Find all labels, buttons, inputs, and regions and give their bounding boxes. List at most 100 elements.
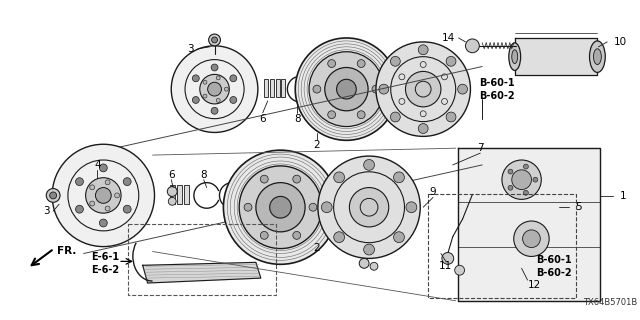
Circle shape: [376, 42, 470, 136]
Circle shape: [321, 202, 332, 213]
Circle shape: [419, 45, 428, 55]
Circle shape: [256, 183, 305, 232]
Text: 9: 9: [429, 188, 436, 197]
Circle shape: [333, 172, 344, 183]
Circle shape: [292, 175, 301, 183]
Circle shape: [211, 64, 218, 71]
Circle shape: [52, 144, 154, 247]
Circle shape: [76, 205, 83, 213]
Circle shape: [394, 172, 404, 183]
Circle shape: [223, 150, 337, 264]
Ellipse shape: [509, 43, 520, 70]
Circle shape: [419, 124, 428, 133]
Circle shape: [309, 203, 317, 211]
Circle shape: [523, 230, 540, 248]
Polygon shape: [515, 38, 597, 76]
Circle shape: [105, 206, 110, 211]
Circle shape: [313, 85, 321, 93]
Circle shape: [172, 46, 258, 132]
Circle shape: [514, 221, 549, 256]
Circle shape: [50, 192, 56, 199]
Circle shape: [359, 259, 369, 268]
Bar: [264, 79, 268, 97]
Circle shape: [372, 85, 380, 93]
Circle shape: [230, 97, 237, 103]
Circle shape: [269, 196, 291, 218]
Circle shape: [99, 164, 108, 172]
Text: 8: 8: [294, 114, 301, 124]
Circle shape: [203, 80, 207, 84]
Text: 2: 2: [314, 140, 320, 150]
Circle shape: [324, 68, 368, 111]
Circle shape: [230, 75, 237, 82]
Circle shape: [333, 232, 344, 243]
Circle shape: [46, 188, 60, 202]
Circle shape: [99, 219, 108, 227]
Circle shape: [124, 205, 131, 213]
Circle shape: [394, 232, 404, 243]
Text: 6: 6: [168, 170, 175, 180]
Circle shape: [225, 87, 228, 91]
Circle shape: [295, 38, 397, 140]
Circle shape: [379, 84, 388, 94]
Circle shape: [406, 202, 417, 213]
Circle shape: [364, 244, 374, 255]
Circle shape: [328, 111, 335, 119]
Circle shape: [446, 56, 456, 66]
Circle shape: [200, 74, 229, 104]
Polygon shape: [143, 262, 261, 283]
Ellipse shape: [512, 50, 518, 64]
Text: 12: 12: [528, 280, 541, 290]
Circle shape: [216, 76, 220, 80]
Circle shape: [105, 180, 110, 185]
Bar: [128, 224, 276, 295]
Text: 14: 14: [442, 33, 454, 43]
Circle shape: [370, 262, 378, 270]
Circle shape: [193, 75, 199, 82]
Circle shape: [209, 34, 220, 46]
Text: 5: 5: [575, 202, 582, 212]
Ellipse shape: [593, 49, 602, 65]
Circle shape: [292, 231, 301, 239]
Text: 3: 3: [43, 206, 49, 216]
Text: 10: 10: [614, 37, 627, 47]
Circle shape: [115, 193, 120, 198]
Text: B-60-1
B-60-2: B-60-1 B-60-2: [479, 77, 515, 101]
Circle shape: [90, 185, 95, 190]
Circle shape: [216, 99, 220, 102]
Circle shape: [260, 175, 268, 183]
Circle shape: [508, 169, 513, 174]
Circle shape: [203, 94, 207, 98]
Circle shape: [167, 187, 177, 196]
Circle shape: [76, 178, 83, 186]
Polygon shape: [458, 148, 600, 301]
Text: TX64B5701B: TX64B5701B: [583, 298, 637, 307]
Bar: [184, 185, 189, 204]
Bar: [282, 79, 285, 97]
Text: 7: 7: [477, 143, 484, 153]
Circle shape: [349, 188, 388, 227]
Text: 8: 8: [200, 170, 207, 180]
Circle shape: [446, 112, 456, 122]
Circle shape: [442, 252, 454, 264]
Circle shape: [524, 190, 529, 195]
Bar: [170, 185, 175, 204]
Circle shape: [465, 39, 479, 53]
Circle shape: [458, 84, 467, 94]
Bar: [177, 185, 182, 204]
Circle shape: [512, 170, 531, 189]
Text: 6: 6: [259, 114, 266, 124]
Text: E-6-1
E-6-2: E-6-1 E-6-2: [92, 252, 120, 275]
Text: 2: 2: [314, 243, 320, 252]
Circle shape: [318, 156, 420, 259]
Ellipse shape: [589, 41, 605, 72]
Circle shape: [207, 82, 221, 96]
Circle shape: [524, 164, 529, 169]
Text: FR.: FR.: [57, 245, 76, 256]
Circle shape: [533, 177, 538, 182]
Circle shape: [239, 166, 322, 249]
Circle shape: [211, 107, 218, 114]
Circle shape: [357, 60, 365, 68]
Circle shape: [406, 71, 441, 107]
Text: B-60-1
B-60-2: B-60-1 B-60-2: [536, 255, 572, 278]
